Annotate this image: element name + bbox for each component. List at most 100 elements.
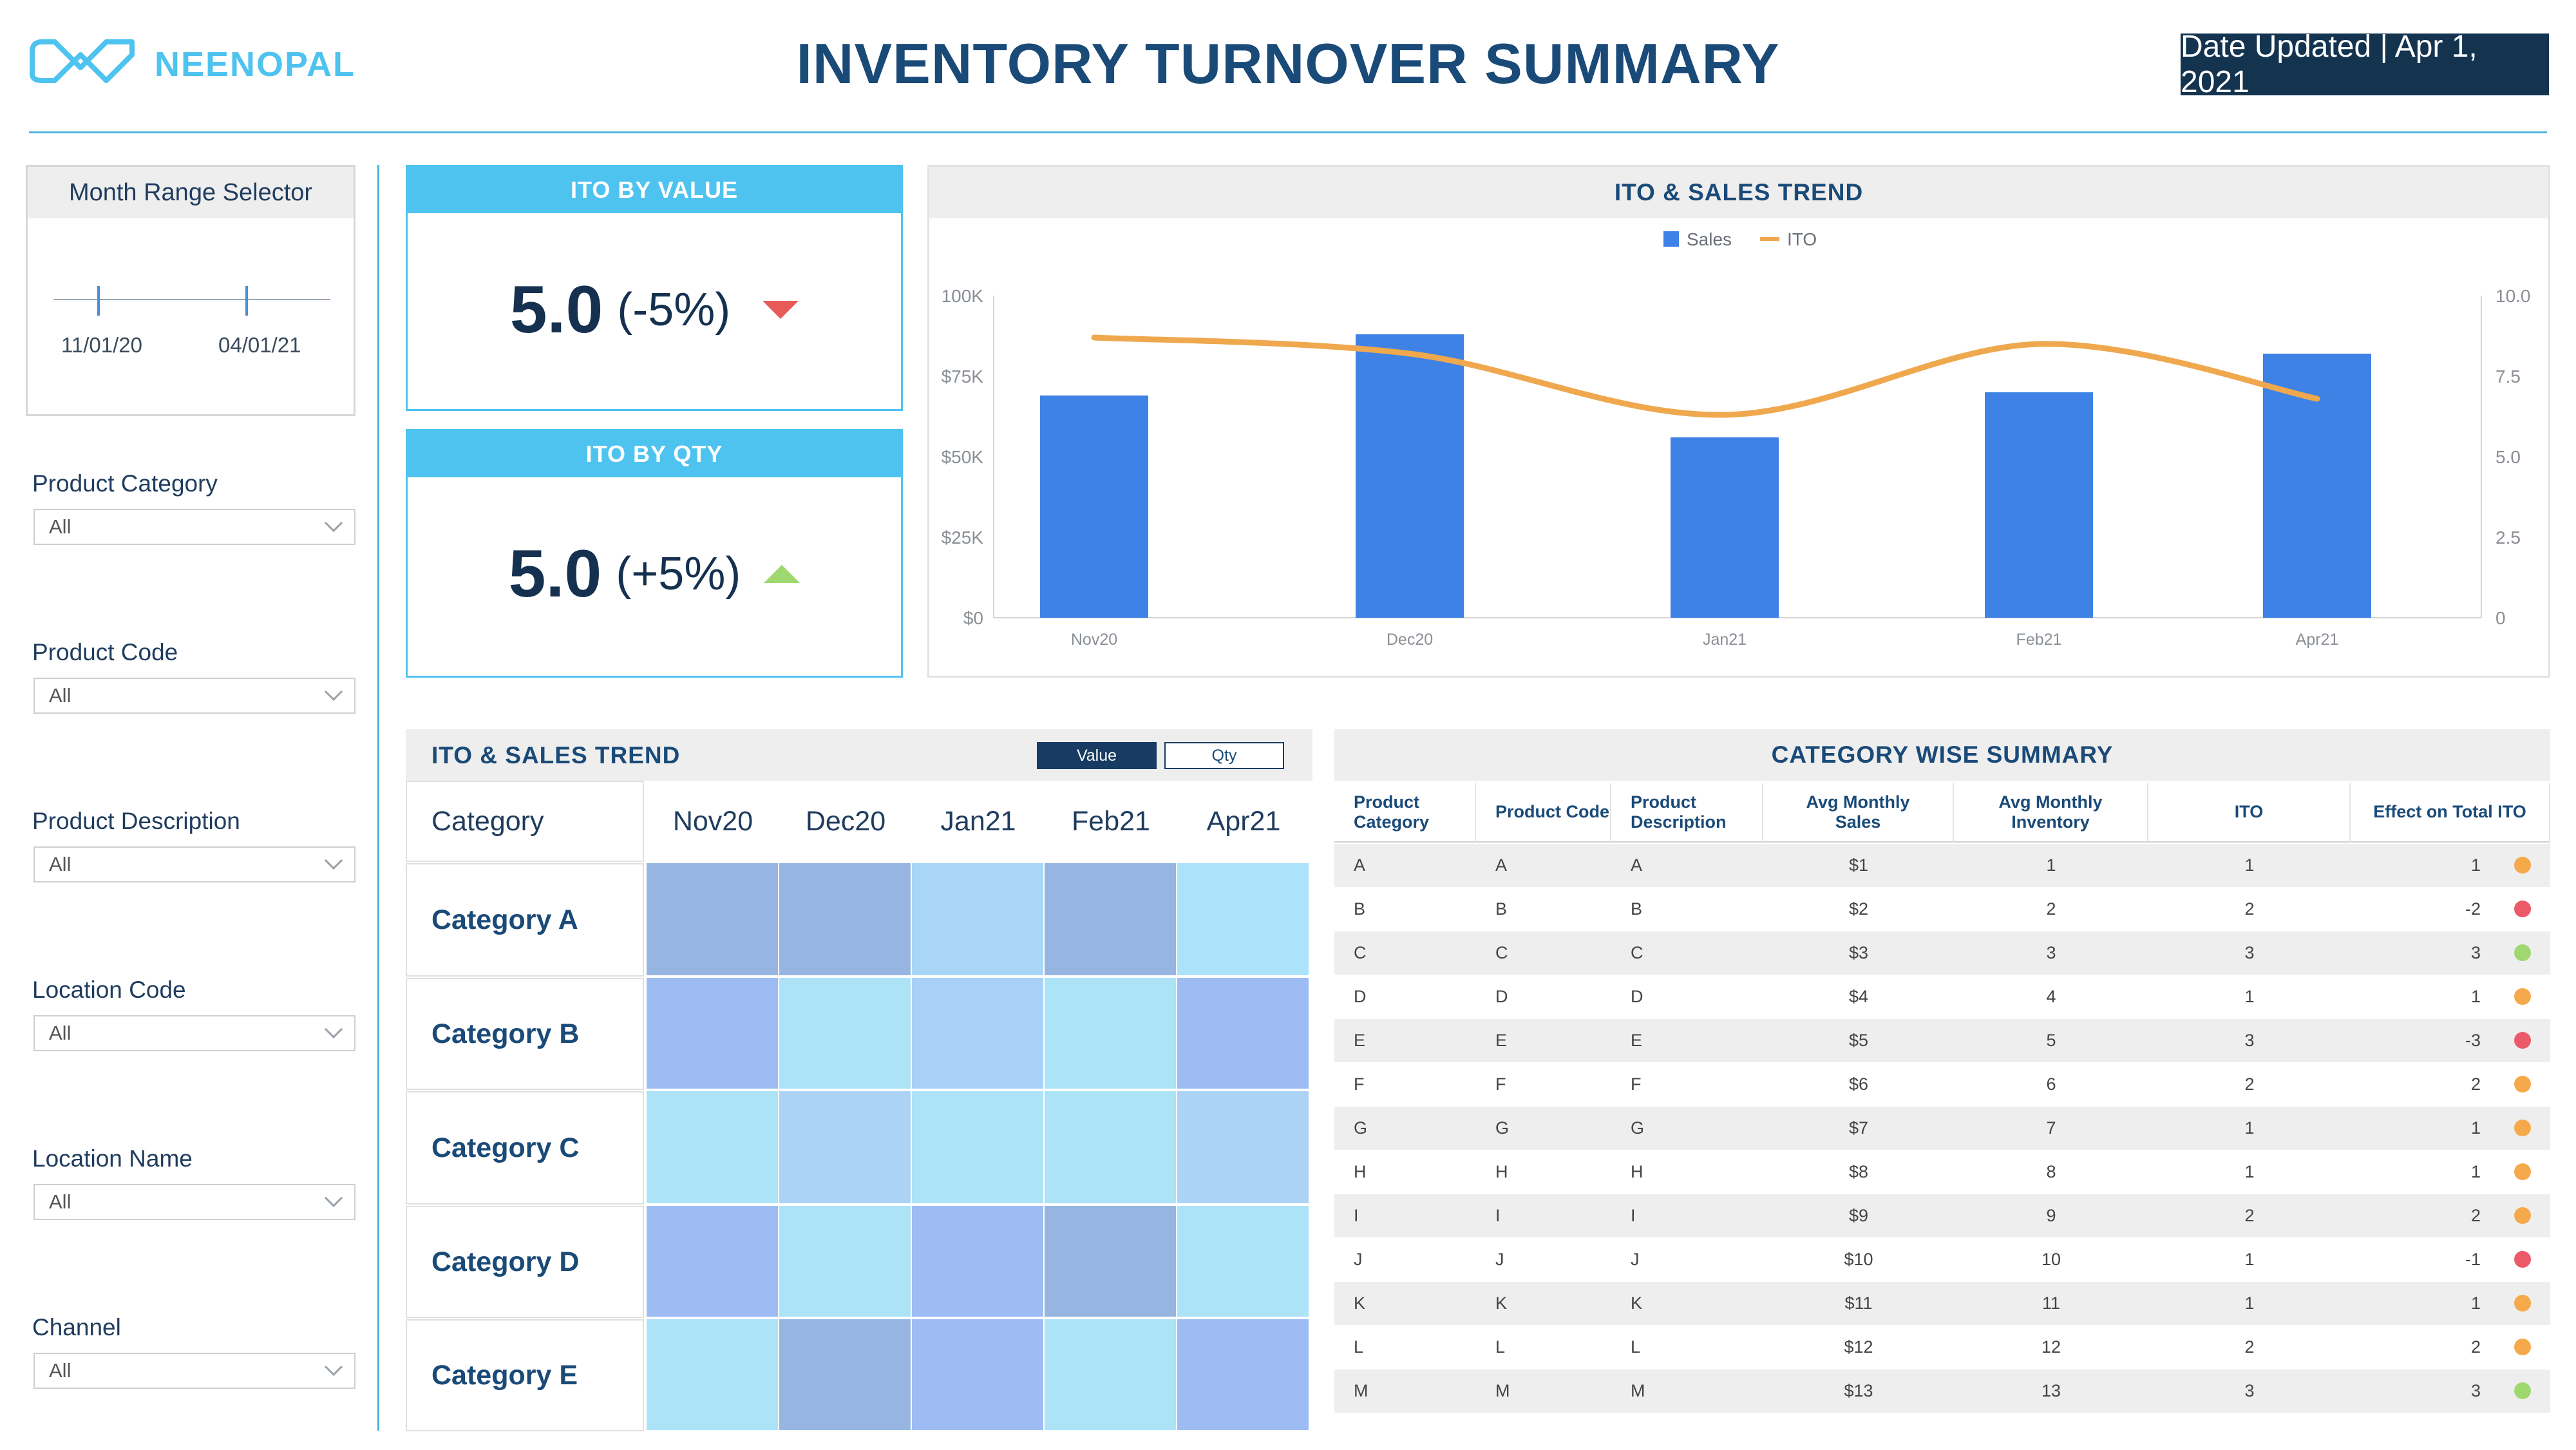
y-left-tick-label: $50K [942, 447, 984, 467]
table-row[interactable]: J J J $10 10 1 -1 [1334, 1238, 2550, 1281]
table-cell: 1 [2244, 1118, 2255, 1138]
location-code-dropdown[interactable]: All [33, 1015, 355, 1051]
table-row[interactable]: I I I $9 9 2 2 [1334, 1194, 2550, 1237]
table-cell: K [1495, 1293, 1508, 1313]
heatmap-cell[interactable] [1045, 978, 1177, 1090]
table-row[interactable]: K K K $11 11 1 1 [1334, 1282, 2550, 1325]
heatmap-cell[interactable] [912, 863, 1045, 977]
kpi-ito-by-qty: ITO BY QTY 5.0 (+5%) [406, 429, 903, 678]
filter-label-product-category: Product Category [32, 470, 218, 497]
x-tick-label: Feb21 [2016, 631, 2062, 649]
x-tick-label: Dec20 [1387, 631, 1433, 649]
summary-column-header[interactable]: Product Description [1611, 783, 1763, 843]
heatmap-cell[interactable] [1177, 1319, 1310, 1431]
range-start-handle[interactable] [97, 286, 100, 316]
y-left-tick-label: $0 [963, 608, 983, 628]
heatmap-month-header: Jan21 [940, 805, 1016, 837]
heatmap-cell[interactable] [1045, 863, 1177, 977]
table-cell: 12 [2041, 1337, 2061, 1357]
table-cell: J [1631, 1250, 1640, 1269]
location-name-dropdown[interactable]: All [33, 1184, 355, 1220]
product-description-dropdown[interactable]: All [33, 846, 355, 882]
table-row[interactable]: B B B $2 2 2 -2 [1334, 888, 2550, 931]
chart-title: ITO & SALES TREND [929, 167, 2548, 218]
summary-column-header[interactable]: Effect on Total ITO [2351, 783, 2550, 843]
heatmap-cell[interactable] [912, 1319, 1045, 1431]
heatmap-cell[interactable] [779, 1319, 912, 1431]
range-slider-track[interactable] [53, 299, 330, 300]
toggle-value-button[interactable]: Value [1037, 742, 1157, 769]
summary-column-header[interactable]: ITO [2148, 783, 2351, 843]
heatmap-cell[interactable] [912, 978, 1045, 1090]
kpi-change: (+5%) [616, 548, 741, 600]
heatmap-cell[interactable] [779, 1091, 912, 1205]
heatmap-cell[interactable] [647, 1206, 779, 1318]
table-cell: C [1631, 943, 1643, 962]
heatmap-cell[interactable] [647, 1319, 779, 1431]
heatmap-cell[interactable] [779, 863, 912, 977]
table-row[interactable]: E E E $5 5 3 -3 [1334, 1019, 2550, 1062]
table-row[interactable]: A A A $1 1 1 1 [1334, 844, 2550, 887]
heatmap-cell[interactable] [647, 1091, 779, 1205]
toggle-qty-button[interactable]: Qty [1164, 742, 1284, 769]
table-row[interactable]: H H H $8 8 1 1 [1334, 1150, 2550, 1194]
legend-sales-swatch [1663, 231, 1679, 247]
sales-bar [1671, 437, 1779, 618]
filter-label-location-code: Location Code [32, 977, 186, 1003]
heatmap-cell[interactable] [1177, 1206, 1310, 1318]
heatmap-cell[interactable] [779, 1206, 912, 1318]
summary-column-header[interactable]: Avg Monthly Inventory [1954, 783, 2148, 843]
table-cell: $2 [1848, 899, 1869, 919]
table-row[interactable]: M M M $13 13 3 3 [1334, 1369, 2550, 1413]
table-cell: G [1354, 1118, 1368, 1138]
table-cell: $4 [1848, 987, 1869, 1006]
table-row[interactable]: G G G $7 7 1 1 [1334, 1107, 2550, 1150]
month-range-selector[interactable]: Month Range Selector 11/01/20 04/01/21 [26, 165, 355, 416]
x-tick-label: Apr21 [2296, 631, 2339, 649]
heatmap-cell[interactable] [779, 978, 912, 1090]
heatmap-row-label: Category C [406, 1091, 644, 1205]
table-cell: 3 [2046, 943, 2056, 962]
heatmap-cell[interactable] [647, 978, 779, 1090]
product-code-dropdown[interactable]: All [33, 678, 355, 714]
heatmap-cell[interactable] [1045, 1206, 1177, 1318]
sales-bar [1356, 334, 1464, 618]
range-selector-title: Month Range Selector [28, 167, 354, 218]
heatmap-cell[interactable] [1177, 978, 1310, 1090]
table-cell: 11 [2041, 1293, 2061, 1313]
heatmap-cell[interactable] [1045, 1319, 1177, 1431]
heatmap-cell[interactable] [1177, 863, 1310, 977]
summary-column-header[interactable]: Product Category [1334, 783, 1476, 843]
table-row[interactable]: F F F $6 6 2 2 [1334, 1063, 2550, 1106]
summary-column-header[interactable]: Product Code [1476, 783, 1611, 843]
table-row[interactable]: C C C $3 3 3 3 [1334, 931, 2550, 975]
kpi-ito-by-value: ITO BY VALUE 5.0 (-5%) [406, 165, 903, 411]
heatmap-cell[interactable] [647, 863, 779, 977]
table-cell: 10 [2041, 1250, 2061, 1269]
table-row[interactable]: L L L $12 12 2 2 [1334, 1326, 2550, 1369]
table-cell: 3 [2244, 943, 2255, 962]
range-end-handle[interactable] [245, 286, 248, 316]
table-cell: C [1495, 943, 1508, 962]
ito-sales-trend-chart: ITO & SALES TREND $0 $25K $50K $75K 100K 0 2.5… [927, 165, 2550, 678]
trend-down-arrow-icon [762, 301, 799, 319]
heatmap-cell[interactable] [1177, 1091, 1310, 1205]
neenopal-logo-icon [30, 39, 135, 83]
table-cell: 9 [2046, 1206, 2056, 1225]
summary-column-header[interactable]: Avg Monthly Sales [1763, 783, 1954, 843]
status-dot-icon [2514, 901, 2531, 917]
table-cell: 1 [2470, 987, 2481, 1006]
table-cell: H [1631, 1162, 1643, 1181]
table-cell: $7 [1848, 1118, 1869, 1138]
table-cell: 1 [2244, 1250, 2255, 1269]
table-cell: L [1354, 1337, 1364, 1357]
product-category-dropdown[interactable]: All [33, 509, 355, 545]
table-cell: M [1631, 1381, 1645, 1400]
heatmap-cell[interactable] [912, 1091, 1045, 1205]
heatmap-cell[interactable] [912, 1206, 1045, 1318]
heatmap-cell[interactable] [1045, 1091, 1177, 1205]
channel-dropdown[interactable]: All [33, 1353, 355, 1389]
table-row[interactable]: D D D $4 4 1 1 [1334, 975, 2550, 1018]
filter-label-product-code: Product Code [32, 639, 178, 665]
kpi-body: 5.0 (+5%) [408, 477, 901, 671]
